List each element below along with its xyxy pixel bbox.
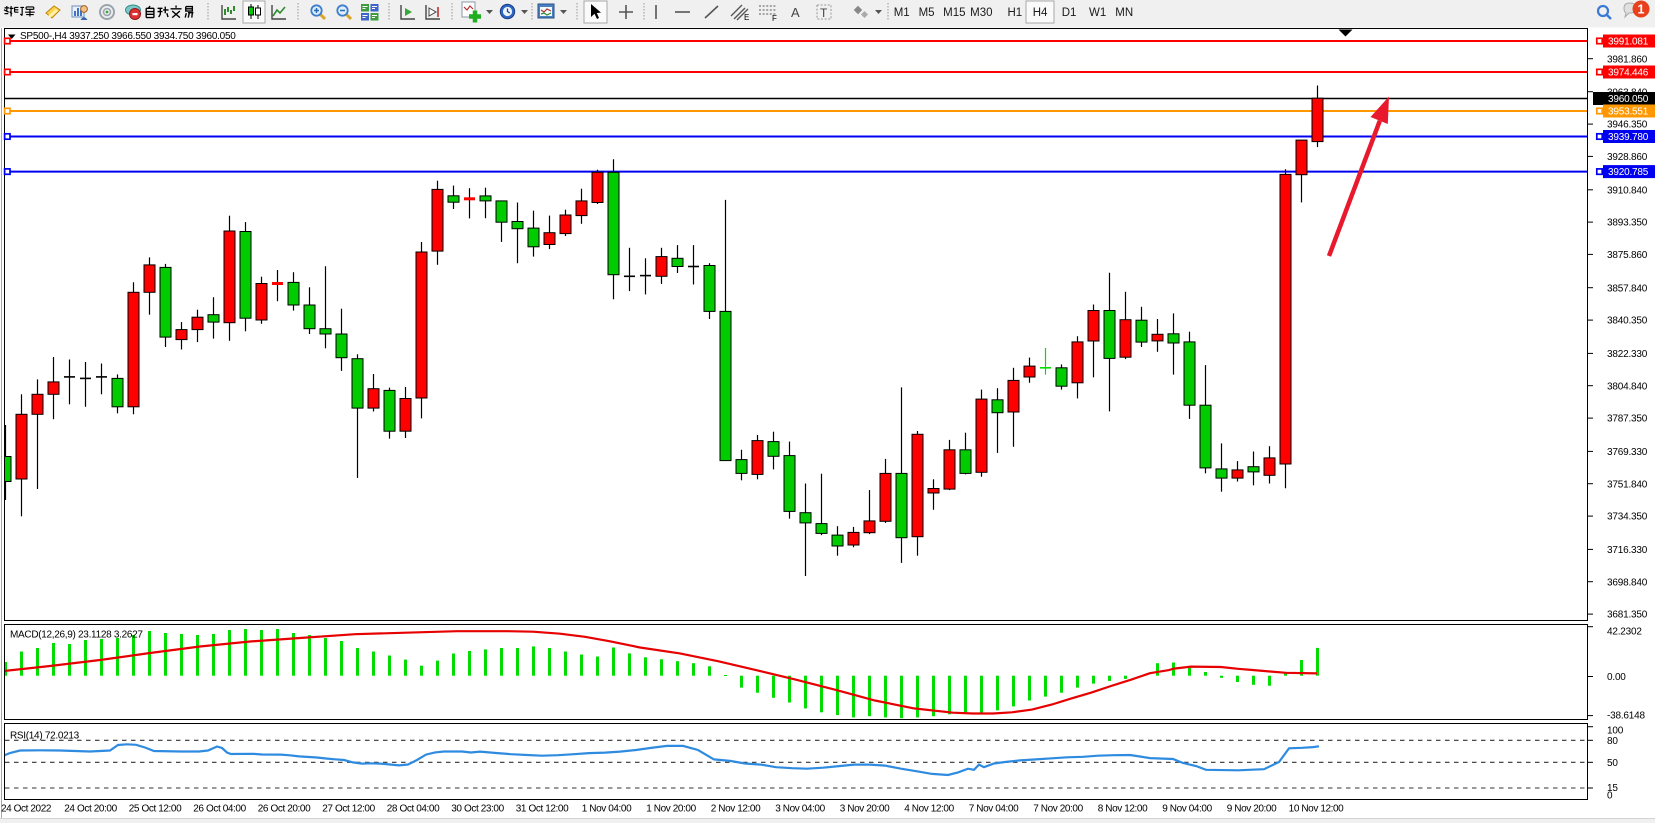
svg-text:42.2302: 42.2302: [1607, 627, 1642, 638]
svg-text:1 Nov 04:00: 1 Nov 04:00: [582, 804, 632, 815]
svg-text:100: 100: [1607, 726, 1624, 737]
svg-text:10 Nov 12:00: 10 Nov 12:00: [1289, 804, 1345, 815]
svg-text:0: 0: [1607, 791, 1613, 802]
svg-text:3822.330: 3822.330: [1607, 349, 1648, 360]
svg-text:F: F: [772, 14, 777, 23]
svg-text:26 Oct 04:00: 26 Oct 04:00: [193, 804, 246, 815]
svg-text:E: E: [744, 13, 749, 22]
svg-text:9 Nov 20:00: 9 Nov 20:00: [1227, 804, 1277, 815]
svg-text:8 Nov 12:00: 8 Nov 12:00: [1098, 804, 1148, 815]
svg-text:-38.6148: -38.6148: [1607, 711, 1646, 722]
svg-text:3751.840: 3751.840: [1607, 479, 1648, 490]
svg-text:50: 50: [1607, 758, 1618, 769]
svg-text:2 Nov 12:00: 2 Nov 12:00: [711, 804, 761, 815]
svg-text:0.00: 0.00: [1607, 672, 1626, 683]
svg-text:H4: H4: [1033, 7, 1048, 19]
svg-text:3974.446: 3974.446: [1608, 68, 1649, 79]
svg-text:3893.350: 3893.350: [1607, 218, 1648, 229]
svg-text:RSI(14) 72.0213: RSI(14) 72.0213: [10, 731, 80, 742]
svg-text:1: 1: [1638, 3, 1645, 17]
svg-text:3910.840: 3910.840: [1607, 185, 1648, 196]
svg-text:30 Oct 23:00: 30 Oct 23:00: [451, 804, 504, 815]
svg-text:1 Nov 20:00: 1 Nov 20:00: [646, 804, 696, 815]
svg-text:3960.050: 3960.050: [1608, 94, 1649, 105]
svg-text:SP500-,H4 3937.250 3966.550 3: SP500-,H4 3937.250 3966.550 3934.750 396…: [20, 31, 236, 42]
svg-text:31 Oct 12:00: 31 Oct 12:00: [516, 804, 569, 815]
svg-text:26 Oct 20:00: 26 Oct 20:00: [258, 804, 311, 815]
svg-text:80: 80: [1607, 736, 1618, 747]
svg-text:24 Oct 20:00: 24 Oct 20:00: [64, 804, 117, 815]
svg-text:4 Nov 12:00: 4 Nov 12:00: [904, 804, 954, 815]
svg-text:MN: MN: [1115, 7, 1133, 19]
svg-text:3787.350: 3787.350: [1607, 414, 1648, 425]
svg-text:3991.081: 3991.081: [1608, 37, 1649, 48]
svg-text:3681.350: 3681.350: [1607, 610, 1648, 621]
svg-text:3946.350: 3946.350: [1607, 120, 1648, 131]
svg-text:M15: M15: [943, 7, 965, 19]
svg-text:3953.551: 3953.551: [1608, 107, 1649, 118]
svg-text:D1: D1: [1062, 7, 1077, 19]
svg-text:9 Nov 04:00: 9 Nov 04:00: [1162, 804, 1212, 815]
svg-text:24 Oct 2022: 24 Oct 2022: [1, 804, 52, 815]
svg-text:3769.330: 3769.330: [1607, 447, 1648, 458]
svg-text:25 Oct 12:00: 25 Oct 12:00: [129, 804, 182, 815]
svg-text:3804.840: 3804.840: [1607, 381, 1648, 392]
svg-text:3840.350: 3840.350: [1607, 316, 1648, 327]
svg-text:3875.860: 3875.860: [1607, 250, 1648, 261]
svg-text:M30: M30: [970, 7, 992, 19]
svg-text:15: 15: [1607, 783, 1618, 794]
svg-text:7 Nov 04:00: 7 Nov 04:00: [969, 804, 1019, 815]
svg-text:28 Oct 04:00: 28 Oct 04:00: [387, 804, 440, 815]
svg-text:3920.785: 3920.785: [1608, 167, 1649, 178]
svg-text:3981.860: 3981.860: [1607, 54, 1648, 65]
svg-text:H1: H1: [1007, 7, 1022, 19]
svg-text:3 Nov 20:00: 3 Nov 20:00: [840, 804, 890, 815]
svg-text:T: T: [820, 6, 828, 20]
svg-text:3 Nov 04:00: 3 Nov 04:00: [775, 804, 825, 815]
svg-text:W1: W1: [1089, 7, 1106, 19]
svg-text:3698.840: 3698.840: [1607, 577, 1648, 588]
svg-text:3939.780: 3939.780: [1608, 132, 1649, 143]
svg-text:A: A: [791, 5, 800, 20]
svg-text:3716.330: 3716.330: [1607, 545, 1648, 556]
svg-text:3734.350: 3734.350: [1607, 512, 1648, 523]
svg-text:M1: M1: [894, 7, 910, 19]
svg-text:3857.840: 3857.840: [1607, 283, 1648, 294]
svg-text:7 Nov 20:00: 7 Nov 20:00: [1033, 804, 1083, 815]
svg-text:MACD(12,26,9) 23.1128 3.2627: MACD(12,26,9) 23.1128 3.2627: [10, 630, 143, 641]
svg-text:27 Oct 12:00: 27 Oct 12:00: [322, 804, 375, 815]
svg-text:3928.860: 3928.860: [1607, 152, 1648, 163]
svg-text:M5: M5: [919, 7, 935, 19]
